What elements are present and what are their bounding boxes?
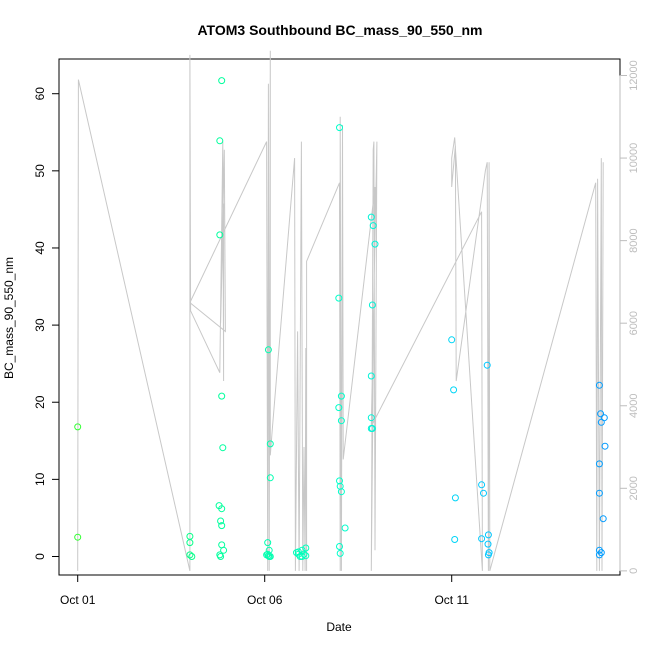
data-point (367, 372, 375, 380)
data-point (218, 522, 226, 530)
data-point (367, 213, 375, 221)
data-point (216, 231, 224, 239)
right-y-tick-label: 0 (628, 568, 640, 574)
data-point (216, 137, 224, 145)
y-tick-label: 60 (33, 87, 47, 101)
chart-title: ATOM3 Southbound BC_mass_90_550_nm (197, 22, 482, 38)
data-point (484, 531, 492, 539)
x-axis: Oct 01 Oct 06 Oct 11 (60, 574, 469, 607)
data-point (595, 489, 603, 497)
data-point (601, 442, 609, 450)
data-point (336, 124, 343, 132)
y-tick-label: 30 (33, 318, 47, 332)
data-point (74, 423, 82, 431)
data-point (218, 505, 226, 513)
data-point (264, 539, 272, 547)
altitude-trace-line (77, 50, 604, 572)
y-axis: 0 10 20 30 40 50 60 (33, 87, 60, 560)
data-point (186, 539, 194, 547)
x-tick-label: Oct 01 (60, 593, 96, 607)
data-point (595, 551, 603, 559)
data-point (337, 392, 345, 400)
x-axis-label: Date (326, 620, 352, 634)
data-point (595, 381, 603, 389)
data-point (337, 488, 345, 496)
right-y-tick-label: 4000 (628, 394, 640, 418)
data-point (480, 489, 487, 497)
y-tick-label: 20 (33, 395, 47, 409)
data-point (302, 544, 310, 552)
data-point (369, 222, 377, 230)
y-tick-label: 0 (33, 553, 47, 560)
data-point (450, 386, 458, 394)
data-point (336, 543, 343, 550)
data-point (335, 404, 343, 412)
data-point (597, 549, 605, 557)
data-point (217, 553, 225, 560)
data-point (478, 535, 486, 543)
data-point (217, 517, 225, 525)
data-point (266, 440, 274, 448)
data-points-layer (74, 77, 609, 560)
data-point (371, 240, 379, 248)
x-tick-label: Oct 06 (247, 593, 283, 607)
data-point (478, 481, 486, 489)
right-y-tick-label: 10000 (628, 143, 640, 174)
data-point (341, 524, 349, 532)
right-y-axis: 0 2000 4000 6000 8000 10000 12000 (619, 60, 640, 574)
data-point (336, 477, 343, 485)
data-point (336, 549, 344, 557)
data-point (595, 546, 603, 554)
data-point (218, 392, 226, 400)
data-point (600, 414, 608, 422)
right-y-tick-label: 12000 (628, 60, 640, 91)
data-point (74, 533, 82, 541)
data-point (218, 77, 226, 85)
y-tick-label: 40 (33, 241, 47, 255)
data-point (597, 410, 605, 418)
data-point (595, 460, 603, 468)
data-point (266, 553, 274, 560)
data-point (219, 444, 227, 452)
data-point (188, 553, 196, 560)
data-point (451, 494, 459, 502)
right-y-tick-label: 2000 (628, 476, 640, 500)
data-point (448, 336, 456, 344)
data-point (483, 361, 491, 369)
data-point (186, 551, 194, 559)
right-y-tick-label: 6000 (628, 311, 640, 335)
data-point (266, 474, 274, 482)
data-point (335, 294, 343, 302)
data-point (220, 546, 228, 554)
data-point (599, 515, 607, 523)
data-point (451, 536, 459, 543)
y-tick-label: 50 (33, 164, 47, 178)
data-point (337, 417, 345, 425)
data-point (484, 540, 492, 548)
right-y-tick-label: 8000 (628, 228, 640, 252)
altitude-trace-layer (77, 50, 604, 572)
data-point (298, 553, 306, 560)
data-point (368, 425, 376, 432)
data-point (368, 301, 376, 309)
x-tick-label: Oct 11 (434, 593, 469, 607)
data-point (302, 552, 310, 560)
data-point (367, 414, 375, 422)
y-axis-label: BC_mass_90_550_nm (2, 257, 16, 379)
data-point (485, 549, 493, 557)
data-point (264, 346, 272, 354)
data-point (294, 548, 302, 556)
y-tick-label: 10 (33, 472, 47, 486)
data-point (263, 551, 271, 559)
